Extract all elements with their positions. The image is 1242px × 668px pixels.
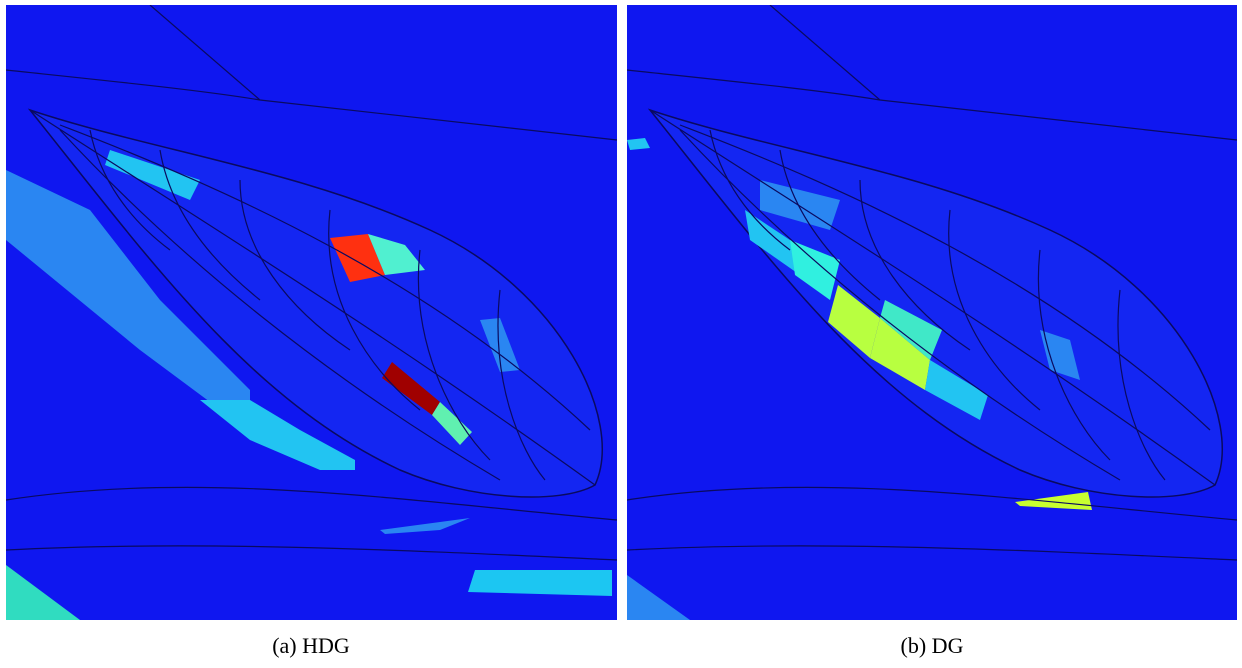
caption: (a) HDG	[272, 633, 350, 658]
page: {"figure": {"panels": [{"caption": "(a) …	[0, 0, 1242, 668]
patch	[468, 570, 612, 596]
panel-hdg	[6, 5, 617, 620]
figure: (a) HDG (b) DG	[0, 0, 1242, 668]
caption: (b) DG	[901, 633, 964, 658]
panel-dg	[627, 5, 1237, 620]
